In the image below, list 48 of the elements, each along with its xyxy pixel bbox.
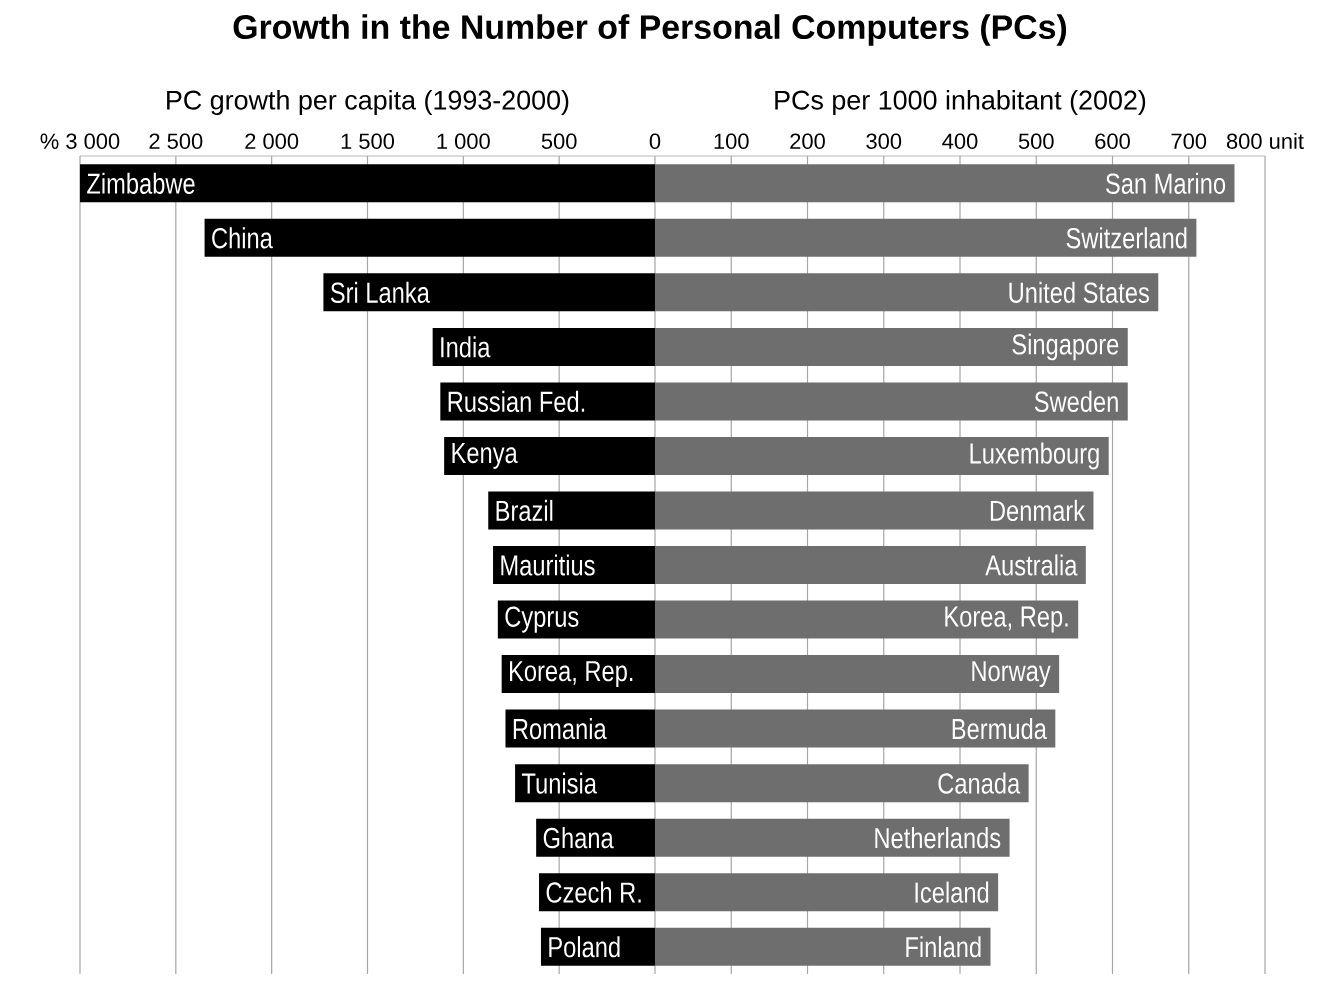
y-tick-label: Korea, Rep. bbox=[510, 661, 633, 688]
y-tick-label: Kenya bbox=[452, 443, 518, 469]
x-tick-label: 800 unit bbox=[1226, 132, 1304, 149]
x-tick-label: 700 bbox=[1171, 133, 1207, 149]
x-tick-label: 200 bbox=[790, 133, 825, 149]
x-tick-label: 100 bbox=[714, 133, 749, 149]
y-tick-label: Korea, Rep. bbox=[945, 606, 1068, 633]
y-tick-label: Netherlands bbox=[875, 827, 1001, 849]
y-tick-label: Czech R. bbox=[546, 881, 641, 903]
y-tick-label: Ghana bbox=[543, 827, 614, 849]
chart-title: Growth in the Number of Personal Computers (PCs) bbox=[233, 14, 1067, 46]
x-tick-label: 2 000 bbox=[245, 133, 299, 149]
y-tick-label: Romania bbox=[513, 718, 607, 740]
y-tick-label: Sweden bbox=[1034, 390, 1118, 413]
x-axis-title: PCs per 1000 inhabitant (2002) bbox=[775, 89, 1146, 115]
y-tick-label: Finland bbox=[906, 936, 981, 958]
y-tick-label: India bbox=[441, 336, 491, 358]
y-tick-label: Canada bbox=[938, 772, 1021, 794]
x-tick-label: 500 bbox=[541, 133, 577, 149]
y-tick-label: Bermuda bbox=[952, 718, 1047, 740]
y-tick-label: Norway bbox=[972, 661, 1051, 688]
x-tick-label: 0 bbox=[649, 133, 661, 149]
x-tick-label: 1 500 bbox=[341, 133, 395, 149]
x-axis-title: PC growth per capita (1993-2000) bbox=[167, 89, 569, 115]
x-tick-label: 600 bbox=[1095, 133, 1130, 149]
y-tick-label: Singapore bbox=[1012, 333, 1119, 361]
y-tick-label: San Marino bbox=[1106, 172, 1226, 194]
x-tick-label: 500 bbox=[1018, 133, 1054, 149]
y-tick-label: Sri Lanka bbox=[330, 281, 430, 303]
x-tick-label: 1 000 bbox=[437, 133, 490, 149]
y-tick-label: Australia bbox=[985, 554, 1078, 576]
y-tick-label: Iceland bbox=[915, 881, 989, 903]
y-tick-label: Zimbabwe bbox=[87, 172, 195, 194]
y-tick-label: Poland bbox=[549, 936, 620, 958]
x-tick-label: 300 bbox=[866, 133, 902, 149]
y-tick-label: Brazil bbox=[496, 499, 553, 522]
y-tick-label: Mauritius bbox=[501, 554, 595, 576]
x-tick-label: 2 500 bbox=[149, 133, 203, 149]
y-tick-label: Tunisia bbox=[522, 772, 597, 794]
y-tick-label: Luxembourg bbox=[970, 442, 1099, 470]
y-tick-label: China bbox=[212, 227, 273, 249]
y-tick-label: Switzerland bbox=[1066, 227, 1187, 249]
x-tick-label: % 3 000 bbox=[40, 133, 120, 149]
y-tick-label: Cyprus bbox=[505, 606, 579, 633]
y-tick-label: Russian Fed. bbox=[448, 390, 585, 413]
y-tick-label: United States bbox=[1009, 281, 1149, 303]
y-tick-label: Denmark bbox=[990, 499, 1086, 522]
x-tick-label: 400 bbox=[942, 133, 978, 149]
